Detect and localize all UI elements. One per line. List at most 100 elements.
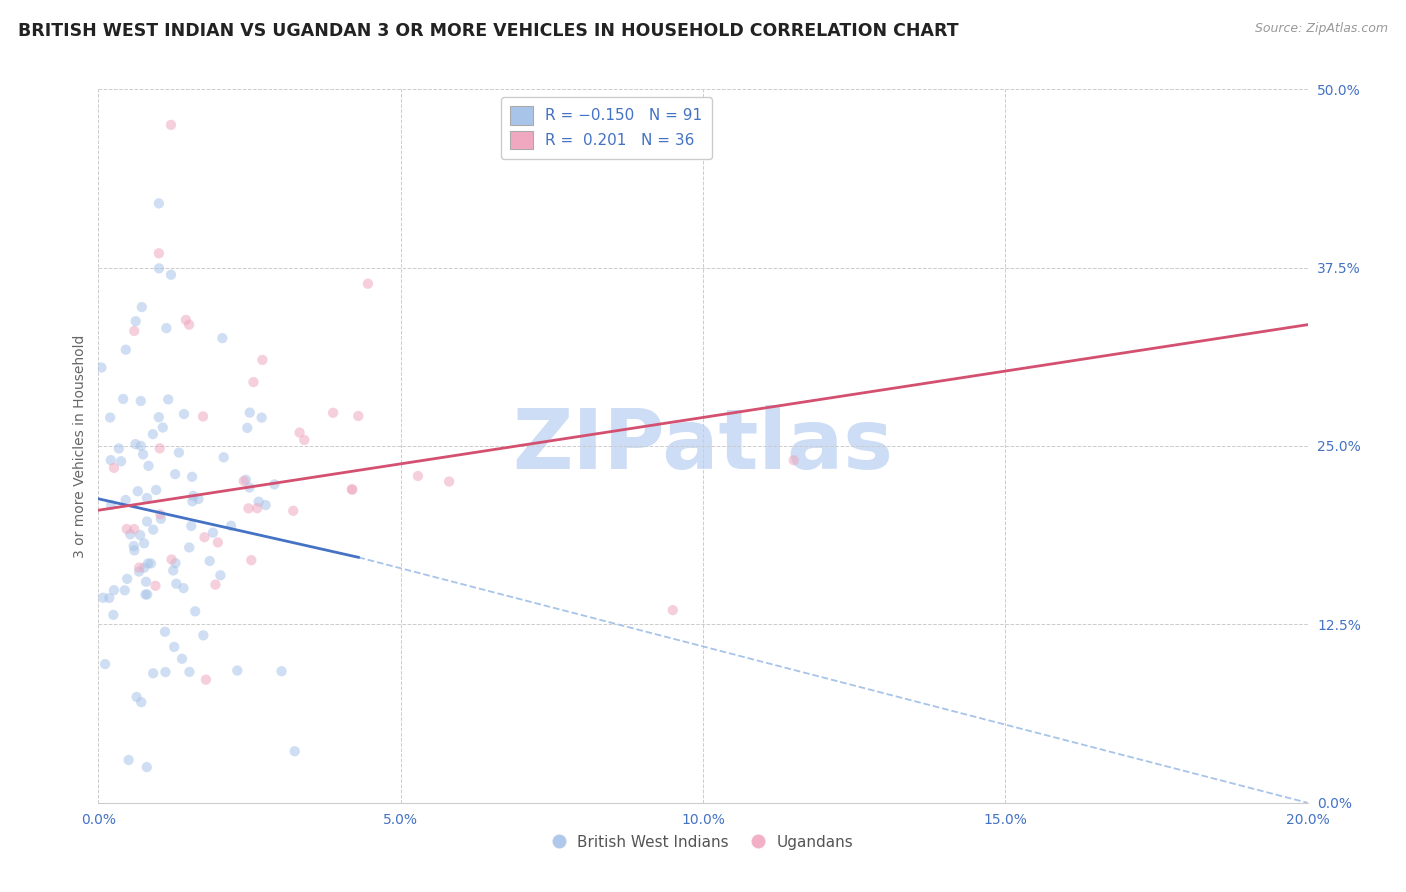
Point — [124, 437, 146, 451]
Point — [165, 467, 187, 482]
Point — [132, 536, 155, 550]
Point — [112, 392, 135, 406]
Point — [250, 410, 273, 425]
Point — [212, 450, 235, 465]
Point — [139, 557, 162, 571]
Point — [211, 331, 233, 345]
Point — [179, 318, 201, 332]
Point — [347, 409, 370, 423]
Point — [193, 628, 215, 642]
Point — [181, 470, 204, 484]
Point — [148, 196, 170, 211]
Point — [184, 604, 207, 618]
Point — [153, 624, 176, 639]
Point — [148, 261, 170, 276]
Point — [129, 528, 152, 542]
Point — [100, 453, 122, 467]
Point — [219, 518, 242, 533]
Point — [145, 483, 167, 497]
Point — [783, 453, 806, 467]
Point — [162, 563, 184, 577]
Point — [283, 504, 305, 518]
Text: Source: ZipAtlas.com: Source: ZipAtlas.com — [1254, 22, 1388, 36]
Point — [238, 501, 260, 516]
Point — [114, 343, 136, 357]
Point — [124, 543, 146, 558]
Point — [98, 410, 121, 425]
Point — [198, 554, 221, 568]
Point — [129, 394, 152, 409]
Point — [179, 665, 201, 679]
Point — [118, 753, 141, 767]
Point — [437, 475, 460, 489]
Point — [155, 665, 177, 679]
Point — [187, 491, 209, 506]
Point — [207, 535, 229, 549]
Point — [110, 454, 132, 468]
Point — [135, 574, 157, 589]
Point — [406, 469, 429, 483]
Point — [132, 447, 155, 461]
Point — [152, 420, 174, 434]
Point — [114, 493, 136, 508]
Point — [148, 246, 170, 260]
Point — [239, 406, 262, 420]
Point — [254, 498, 277, 512]
Point — [128, 560, 150, 574]
Point — [270, 664, 292, 678]
Point — [136, 587, 159, 601]
Point — [238, 481, 260, 495]
Point — [167, 445, 190, 459]
Point — [122, 539, 145, 553]
Point — [122, 324, 145, 338]
Legend: British West Indians, Ugandans: British West Indians, Ugandans — [547, 829, 859, 855]
Point — [235, 473, 257, 487]
Point — [136, 515, 159, 529]
Point — [155, 321, 177, 335]
Point — [173, 407, 195, 421]
Point — [149, 442, 172, 456]
Point — [232, 474, 254, 488]
Point — [149, 512, 172, 526]
Point — [160, 268, 183, 282]
Point — [128, 565, 150, 579]
Text: ZIPatlas: ZIPatlas — [513, 406, 893, 486]
Point — [127, 484, 149, 499]
Point — [98, 591, 121, 605]
Point — [157, 392, 180, 407]
Point — [125, 314, 148, 328]
Point — [160, 118, 183, 132]
Point — [357, 277, 380, 291]
Point — [122, 522, 145, 536]
Point — [125, 690, 148, 704]
Point — [136, 557, 159, 571]
Point — [115, 572, 138, 586]
Point — [138, 458, 160, 473]
Point — [134, 587, 156, 601]
Point — [342, 483, 364, 497]
Point — [135, 760, 157, 774]
Point — [174, 313, 197, 327]
Point — [263, 477, 285, 491]
Point — [103, 607, 125, 622]
Point — [242, 375, 264, 389]
Point — [240, 553, 263, 567]
Point — [236, 421, 259, 435]
Point — [108, 442, 131, 456]
Point — [191, 409, 214, 424]
Point — [100, 498, 122, 512]
Point — [94, 657, 117, 672]
Point — [173, 581, 195, 595]
Point — [284, 744, 307, 758]
Point — [145, 579, 167, 593]
Point — [91, 591, 114, 605]
Point — [193, 530, 215, 544]
Point — [246, 501, 269, 516]
Point — [292, 433, 315, 447]
Point — [661, 603, 683, 617]
Point — [142, 523, 165, 537]
Point — [142, 427, 165, 442]
Point — [129, 695, 152, 709]
Point — [194, 673, 217, 687]
Point — [136, 491, 159, 505]
